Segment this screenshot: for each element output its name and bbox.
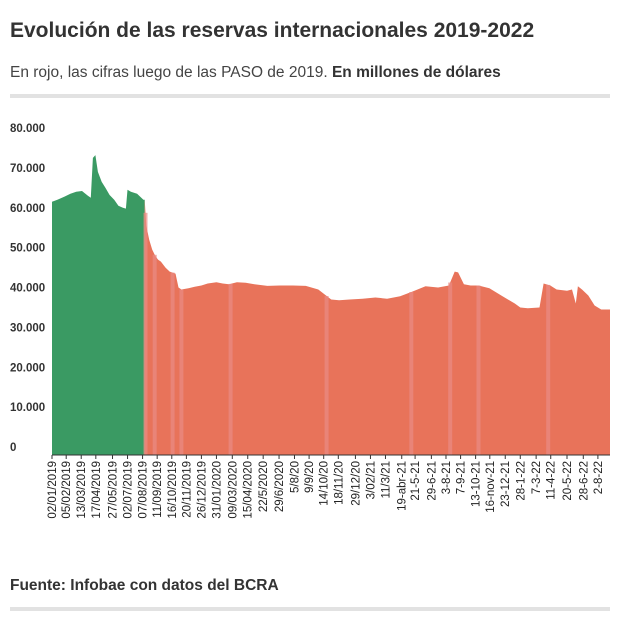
x-tick-label: 29/12/20 — [350, 461, 362, 506]
highlight-band — [152, 254, 157, 455]
plot-area — [52, 155, 610, 455]
x-tick-label: 09/03/2020 — [227, 461, 239, 519]
y-tick-label: 40.000 — [10, 283, 45, 295]
reserves-chart: 0 10.000 20.000 30.000 40.000 50.000 60.000 70.… — [10, 123, 610, 519]
y-axis: 0 10.000 20.000 30.000 40.000 50.000 60.000 70.… — [10, 123, 45, 454]
x-tick-label: 23-12-21 — [500, 461, 512, 507]
x-tick-label: 27/05/2019 — [108, 461, 120, 519]
x-tick-label: 11/09/2019 — [152, 461, 164, 518]
x-tick-label: 7-3-22 — [531, 461, 543, 494]
x-tick-label: 18/11/20 — [333, 461, 345, 505]
x-tick-label: 28-1-22 — [515, 461, 527, 501]
y-tick-label: 60.000 — [10, 203, 45, 215]
highlight-band — [409, 292, 414, 455]
y-tick-label: 70.000 — [10, 163, 45, 175]
x-tick-label: 02/01/2019 — [47, 461, 59, 519]
x-tick-label: 13-10-21 — [471, 461, 483, 507]
x-tick-label: 3-8-21 — [441, 461, 453, 494]
x-tick-label: 02/07/2019 — [123, 461, 135, 519]
y-tick-label: 20.000 — [10, 362, 45, 374]
post-paso-area — [144, 199, 610, 455]
highlight-band — [228, 283, 233, 455]
y-tick-label: 30.000 — [10, 322, 45, 334]
pre-paso-area — [52, 155, 145, 455]
highlight-band — [448, 282, 453, 455]
chart-title: Evolución de las reservas internacionale… — [10, 19, 535, 42]
highlight-band — [143, 212, 148, 455]
highlight-band — [546, 284, 551, 455]
highlight-bands — [143, 212, 551, 455]
subtitle-text: En rojo, las cifras luego de las PASO de… — [10, 64, 332, 81]
x-tick-label: 31/01/2020 — [211, 461, 223, 519]
x-tick-label: 14/10/20 — [319, 461, 331, 506]
chart-subtitle: En rojo, las cifras luego de las PASO de… — [10, 64, 501, 82]
y-tick-label: 0 — [10, 442, 16, 454]
x-tick-label: 13/03/2019 — [76, 461, 88, 519]
x-tick-label: 29-6-21 — [426, 461, 438, 501]
x-tick-label: 15/04/2020 — [243, 461, 255, 519]
x-tick-label: 05/02/2019 — [61, 461, 73, 519]
x-tick-label: 5/8/20 — [289, 461, 301, 493]
x-tick-label: 17/04/2019 — [91, 461, 103, 519]
bottom-divider — [10, 607, 610, 611]
highlight-band — [324, 296, 329, 455]
x-tick-label: 19-abr-21 — [397, 461, 409, 511]
highlight-band — [179, 289, 184, 455]
x-tick-label: 21-5-21 — [410, 461, 422, 501]
x-tick-label: 29/6/2020 — [274, 461, 286, 512]
highlight-band — [476, 285, 481, 455]
x-tick-label: 11/3/21 — [380, 461, 392, 499]
y-tick-label: 80.000 — [10, 123, 45, 135]
x-tick-label: 07/08/2019 — [138, 461, 150, 519]
x-tick-label: 26/12/2019 — [196, 461, 208, 519]
x-tick-label: 16/10/2019 — [167, 461, 179, 519]
x-tick-label: 3/02/21 — [365, 461, 377, 499]
unit-label: En millones de dólares — [331, 64, 501, 81]
x-tick-label: 28-6-22 — [578, 461, 590, 501]
x-tick-label: 20/11/2019 — [181, 461, 193, 518]
x-tick-label: 11-4-22 — [546, 461, 558, 500]
x-axis: 02/01/2019 05/02/2019 13/03/2019 17/04/2019… — [47, 455, 605, 519]
highlight-band — [170, 272, 175, 455]
x-tick-label: 20-5-22 — [562, 461, 574, 501]
x-tick-label: 7-9-21 — [456, 461, 468, 494]
top-divider — [10, 94, 610, 98]
x-tick-label: 22/5/2020 — [258, 461, 270, 512]
x-tick-label: 2-8-22 — [593, 461, 605, 494]
y-tick-label: 10.000 — [10, 402, 45, 414]
x-tick-label: 9/9/20 — [304, 461, 316, 493]
x-tick-label: 16-nov-21 — [485, 461, 497, 513]
y-tick-label: 50.000 — [10, 243, 45, 255]
source-note: Fuente: Infobae con datos del BCRA — [10, 577, 279, 594]
